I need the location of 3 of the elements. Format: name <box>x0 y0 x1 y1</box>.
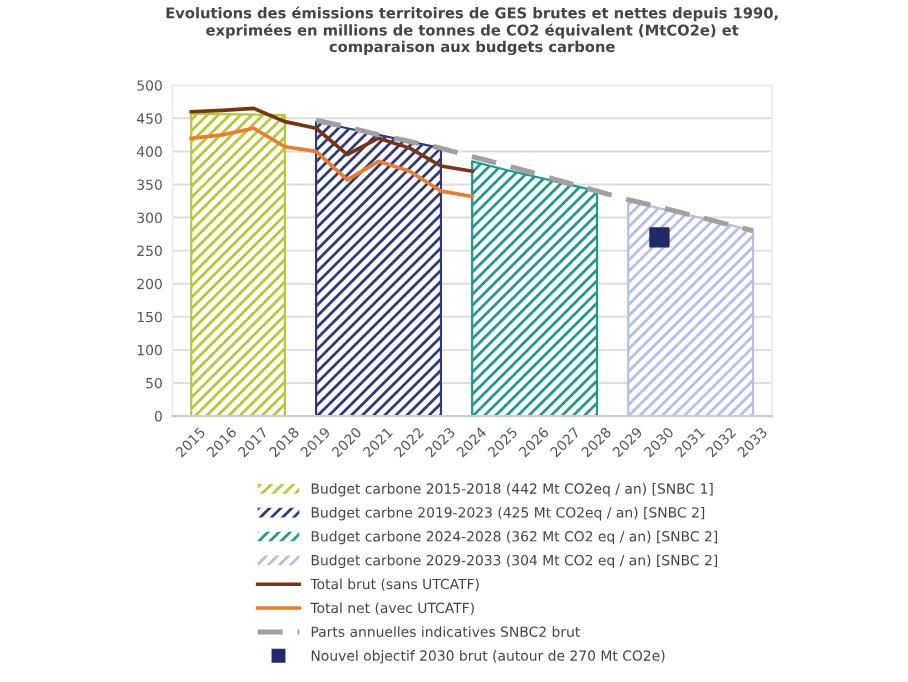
line-series <box>189 106 474 174</box>
line-series <box>313 117 756 234</box>
line-series <box>189 126 474 199</box>
